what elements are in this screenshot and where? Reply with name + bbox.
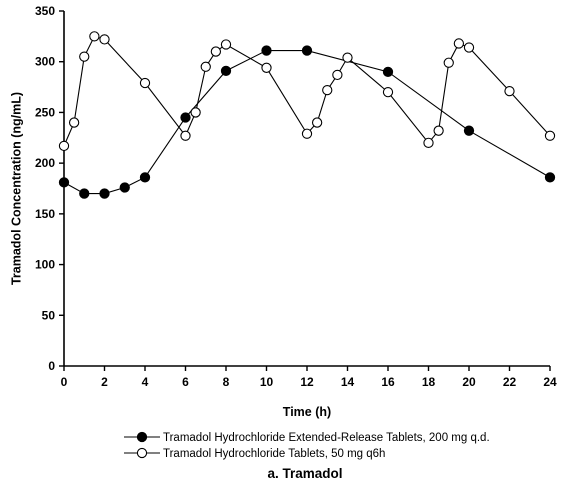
legend-marker-open — [136, 447, 148, 459]
x-tick-label: 6 — [182, 375, 189, 389]
y-axis-title: Tramadol Concentration (ng/mL) — [9, 92, 23, 285]
data-point-open — [220, 39, 232, 50]
data-point-open — [68, 117, 80, 128]
data-point-open — [443, 57, 454, 68]
x-tick-label: 18 — [422, 375, 436, 389]
data-point-filled — [544, 172, 556, 183]
data-point-open — [453, 38, 465, 49]
x-tick-label: 14 — [341, 375, 355, 389]
data-point-open — [99, 34, 110, 45]
y-axis-title-group: Tramadol Concentration (ng/mL) — [9, 92, 23, 285]
data-point-open — [261, 62, 272, 73]
data-point-open — [180, 130, 191, 141]
y-tick-label: 50 — [42, 308, 56, 322]
x-axis-title: Time (h) — [283, 405, 331, 419]
series-2 — [58, 31, 556, 152]
data-point-filled — [301, 45, 313, 56]
data-point-filled — [79, 188, 90, 199]
series-layer — [58, 31, 556, 199]
data-point-open — [423, 137, 434, 149]
series-1 — [58, 45, 556, 199]
data-point-filled — [180, 112, 191, 123]
data-point-open — [139, 77, 151, 89]
data-point-filled — [119, 182, 130, 193]
data-point-open — [504, 85, 515, 97]
x-tick-label: 16 — [381, 375, 395, 389]
data-point-filled — [99, 188, 110, 199]
x-tick-label: 2 — [101, 375, 108, 389]
y-tick-label: 150 — [35, 207, 55, 221]
legend: Tramadol Hydrochloride Extended-Release … — [124, 431, 490, 460]
x-tick-label: 12 — [300, 375, 314, 389]
y-tick-label: 300 — [35, 55, 55, 69]
data-point-open — [433, 125, 444, 136]
legend-label: Tramadol Hydrochloride Extended-Release … — [163, 432, 490, 444]
legend-item-1: Tramadol Hydrochloride Extended-Release … — [124, 431, 490, 444]
data-point-open — [322, 84, 333, 96]
data-point-open — [301, 128, 313, 139]
legend-item-2: Tramadol Hydrochloride Tablets, 50 mg q6… — [124, 447, 385, 460]
data-point-open — [210, 46, 222, 57]
data-point-open — [79, 51, 90, 62]
y-tick-label: 200 — [35, 156, 55, 170]
data-point-open — [463, 42, 475, 53]
data-point-open — [311, 117, 323, 128]
data-point-filled — [58, 177, 70, 188]
x-tick-label: 24 — [543, 375, 557, 389]
data-point-filled — [382, 66, 394, 78]
y-tick-label: 350 — [35, 4, 55, 18]
data-point-filled — [463, 125, 475, 136]
data-point-open — [382, 86, 394, 98]
y-tick-label: 250 — [35, 105, 55, 119]
data-point-open — [200, 61, 211, 72]
x-tick-label: 20 — [462, 375, 476, 389]
x-tick-label: 10 — [260, 375, 274, 389]
x-tick-label: 0 — [61, 375, 68, 389]
data-point-open — [190, 107, 201, 118]
data-point-open — [342, 52, 353, 63]
data-point-open — [89, 31, 100, 42]
data-point-open — [332, 69, 343, 81]
legend-label: Tramadol Hydrochloride Tablets, 50 mg q6… — [163, 448, 385, 460]
x-tick-label: 4 — [142, 375, 149, 389]
y-tick-label: 0 — [48, 359, 55, 373]
figure-caption: a. Tramadol — [267, 466, 342, 481]
data-point-filled — [220, 65, 232, 76]
data-point-filled — [139, 172, 151, 183]
data-point-open — [544, 130, 556, 141]
x-tick-label: 22 — [503, 375, 517, 389]
series-line — [63, 50, 551, 195]
data-point-filled — [261, 45, 272, 56]
y-tick-label: 100 — [35, 258, 55, 272]
x-tick-label: 8 — [223, 375, 230, 389]
legend-marker-filled — [136, 431, 148, 443]
data-point-open — [58, 140, 70, 152]
